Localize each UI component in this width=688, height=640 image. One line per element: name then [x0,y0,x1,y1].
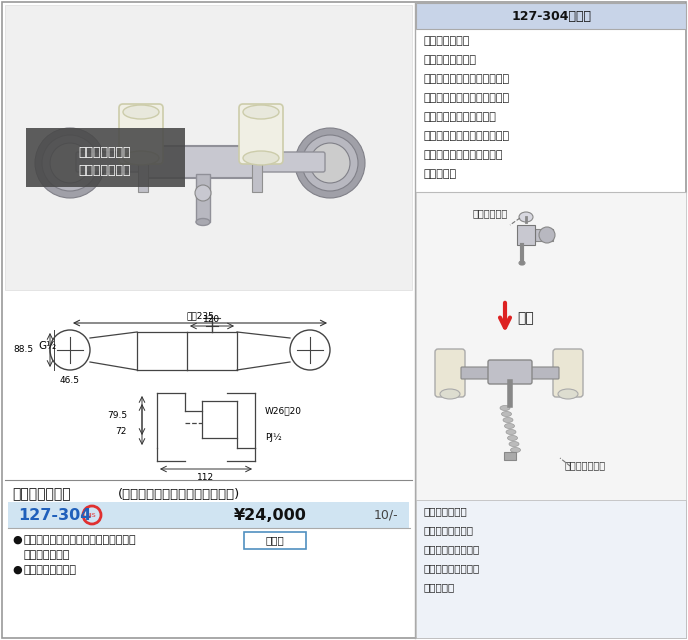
Circle shape [302,135,358,191]
Text: 洗濯機用混合栓: 洗濯機用混合栓 [12,487,71,501]
Text: 既設の給水栓: 既設の給水栓 [473,208,508,218]
Bar [416,192,686,500]
Ellipse shape [509,442,519,447]
FancyBboxPatch shape [488,360,532,384]
FancyBboxPatch shape [142,146,258,178]
Text: 10/-: 10/- [374,509,398,522]
Ellipse shape [558,389,578,399]
Bar [138,154,148,192]
Text: 増設工事をすることなく: 増設工事をすることなく [423,112,496,122]
FancyBboxPatch shape [239,104,283,164]
Ellipse shape [196,218,210,225]
Text: ２ハンドル混合栓への取替が: ２ハンドル混合栓への取替が [423,131,509,141]
FancyBboxPatch shape [527,367,559,379]
Bar [416,500,686,638]
Bar [517,225,535,245]
Text: 別の給湯配管から: 別の給湯配管から [423,525,473,535]
Circle shape [539,227,555,243]
Text: W26山20: W26山20 [265,406,302,415]
Text: でき、お湯での洗濯給水を: でき、お湯での洗濯給水を [423,150,502,160]
Text: できます。: できます。 [423,582,454,592]
Bar [5,5,412,290]
Text: 88.5: 88.5 [14,346,34,355]
Text: 79.5: 79.5 [107,410,127,419]
Text: 洗面混合栓など: 洗面混合栓など [423,506,466,516]
Text: フレキパイプなどで: フレキパイプなどで [423,544,480,554]
Ellipse shape [243,105,279,119]
Ellipse shape [440,389,460,399]
FancyBboxPatch shape [435,349,465,397]
Ellipse shape [502,412,511,417]
Text: 112: 112 [197,473,215,482]
Text: 洗面混合栓など: 洗面混合栓など [423,36,469,46]
Text: 混合できます。: 混合できます。 [23,550,69,560]
Text: 別の給湯配管から: 別の給湯配管から [423,55,476,65]
Bar [504,452,516,460]
Text: 最大235: 最大235 [186,311,214,320]
Text: 120: 120 [204,315,221,324]
Text: 取替: 取替 [517,311,534,325]
FancyBboxPatch shape [244,532,306,549]
Ellipse shape [500,406,510,410]
Ellipse shape [506,429,516,435]
Bar [8,502,409,528]
Text: PJ½: PJ½ [265,433,282,442]
Text: 配管することで、給湯配管の: 配管することで、給湯配管の [423,93,509,103]
Ellipse shape [123,151,159,165]
Circle shape [35,128,105,198]
Circle shape [50,143,90,183]
Circle shape [42,135,98,191]
Bar [252,154,262,192]
FancyBboxPatch shape [256,152,325,172]
FancyBboxPatch shape [26,128,185,187]
Text: ●: ● [12,535,22,545]
Ellipse shape [503,417,513,422]
FancyBboxPatch shape [553,349,583,397]
Bar [416,3,686,29]
Ellipse shape [123,105,159,119]
Ellipse shape [519,212,533,222]
Ellipse shape [508,435,517,440]
Text: 127-304: 127-304 [18,508,92,522]
Text: クリックで拡大: クリックで拡大 [78,145,131,159]
FancyBboxPatch shape [461,367,493,379]
Text: 既設の給水と他所から配管した給湯を: 既設の給水と他所から配管した給湯を [23,535,136,545]
Text: 自動閉止機構付き: 自動閉止機構付き [23,565,76,575]
Text: 72: 72 [116,426,127,435]
Text: ¥24,000: ¥24,000 [233,508,306,522]
Circle shape [310,143,350,183]
Ellipse shape [504,424,515,429]
Text: 逆　止: 逆 止 [266,536,284,545]
FancyBboxPatch shape [76,152,145,172]
Ellipse shape [243,151,279,165]
FancyBboxPatch shape [119,104,163,164]
Text: 行えます。: 行えます。 [423,169,456,179]
Bar [196,174,210,222]
Text: フレキパイプなどで分岐し、: フレキパイプなどで分岐し、 [423,74,509,84]
Text: G½: G½ [39,341,57,351]
Ellipse shape [510,447,521,452]
Text: 46.5: 46.5 [60,376,80,385]
Bar [416,3,686,29]
Bar [535,229,553,241]
Text: 127-304の特長: 127-304の特長 [511,10,592,22]
Text: (ストッパー、増設クランクつき): (ストッパー、増設クランクつき) [118,488,240,500]
Text: 分岐し、給湯配管が: 分岐し、給湯配管が [423,563,480,573]
Ellipse shape [519,261,525,265]
Text: ドラッグで移動: ドラッグで移動 [78,163,131,177]
Text: JIS: JIS [88,513,96,518]
Circle shape [295,128,365,198]
Text: ●: ● [12,565,22,575]
Text: 既設の給水配管: 既設の給水配管 [564,460,605,470]
Circle shape [195,185,211,201]
